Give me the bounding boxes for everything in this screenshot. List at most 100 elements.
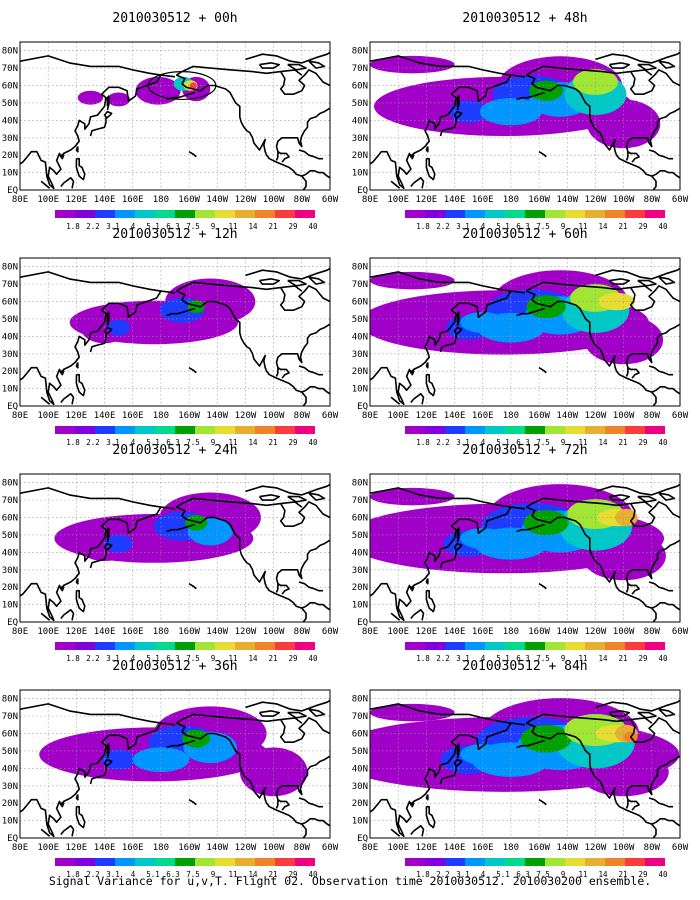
lat-label: 30N — [2, 782, 18, 792]
colorbar-swatch — [75, 642, 95, 650]
lat-label: 20N — [352, 151, 368, 161]
map-frame — [369, 257, 681, 407]
lon-label: 140E — [444, 195, 466, 205]
colorbar: 1.8 2.2 3.1 4 5.1 6.3 7.5 9 11 14 21 29 40 — [405, 858, 668, 879]
colorbar-swatch — [545, 210, 565, 218]
lon-label: 140E — [94, 411, 116, 421]
variance-field — [20, 474, 330, 622]
map-frame — [19, 473, 331, 623]
colorbar-label: 1.8 — [66, 222, 80, 231]
colorbar-swatch — [55, 210, 75, 218]
lat-label: 30N — [2, 350, 18, 360]
colorbar-swatch — [295, 858, 315, 866]
panel-title: 2010030512 + 12h — [112, 227, 237, 242]
colorbar-label: 6.3 — [516, 222, 530, 231]
lon-label: 80E — [362, 843, 378, 853]
colorbar-label: 7.5 — [186, 222, 200, 231]
colorbar-label: 40 — [308, 222, 318, 231]
colorbar-label: 4 — [131, 438, 136, 447]
variance-contour — [370, 487, 455, 506]
variance-field — [20, 690, 330, 838]
lon-label: 160E — [472, 411, 494, 421]
colorbar-label: 7.5 — [536, 222, 550, 231]
lon-label: 80E — [12, 843, 28, 853]
colorbar-label: 40 — [308, 870, 318, 879]
variance-contour — [132, 747, 190, 773]
lat-label: 20N — [2, 151, 18, 161]
colorbar-swatch — [585, 210, 605, 218]
lon-label: 180 — [153, 627, 169, 637]
lat-label: EQ — [357, 834, 368, 844]
colorbar-swatch — [195, 210, 215, 218]
colorbar-swatch — [235, 642, 255, 650]
colorbar-label: 14 — [248, 654, 258, 663]
lat-label: 40N — [2, 764, 18, 774]
colorbar-swatch — [425, 426, 445, 434]
lon-label: 100W — [263, 195, 285, 205]
lon-label: 120E — [416, 627, 438, 637]
lat-label: 20N — [352, 799, 368, 809]
colorbar-swatch — [525, 642, 545, 650]
lat-label: 30N — [352, 782, 368, 792]
colorbar-label: 7.5 — [186, 438, 200, 447]
colorbar-swatch — [135, 642, 155, 650]
lat-label: 40N — [2, 332, 18, 342]
colorbar-label: 40 — [308, 654, 318, 663]
colorbar-swatch — [485, 858, 505, 866]
lon-label: 160E — [122, 627, 144, 637]
lat-label: 70N — [2, 64, 18, 74]
colorbar-swatch — [485, 642, 505, 650]
colorbar-label: 6.3 — [166, 654, 180, 663]
panel-title: 2010030512 + 24h — [112, 443, 237, 458]
lat-label: 10N — [2, 169, 18, 179]
panel-title: 2010030512 + 48h — [462, 11, 587, 26]
variance-field — [370, 474, 680, 622]
coastline — [20, 267, 330, 406]
map-frame — [19, 257, 331, 407]
lon-label: 140E — [94, 843, 116, 853]
colorbar-swatch — [215, 210, 235, 218]
colorbar-swatch — [445, 210, 465, 218]
lat-label: 70N — [2, 712, 18, 722]
lon-label: 140E — [94, 627, 116, 637]
lon-label: 120E — [416, 843, 438, 853]
map-panel: 2010030512 + 24h 80N 70N 60N 50N 40N 30N 20N 10N… — [2, 443, 339, 663]
colorbar-label: 6.3 — [166, 870, 180, 879]
colorbar-swatch — [465, 426, 485, 434]
lon-label: 180 — [153, 411, 169, 421]
colorbar-swatch — [425, 642, 445, 650]
colorbar-swatch — [55, 858, 75, 866]
colorbar: 1.8 2.2 3.1 4 5.1 6.3 7.5 9 11 14 21 29 40 — [405, 426, 668, 447]
colorbar-label: 29 — [638, 222, 647, 231]
lat-label: 10N — [352, 385, 368, 395]
lon-label: 60W — [672, 627, 689, 637]
colorbar-label: 5.1 — [146, 654, 160, 663]
lon-label: 160W — [178, 195, 200, 205]
lon-label: 120E — [66, 627, 88, 637]
lat-label: 70N — [352, 64, 368, 74]
map-panel: 2010030512 + 36h 80N 70N 60N 50N 40N 30N 20N 10N… — [2, 659, 339, 879]
colorbar-label: 21 — [268, 870, 277, 879]
colorbar-swatch — [255, 642, 275, 650]
colorbar-swatch — [605, 858, 625, 866]
lat-label: EQ — [357, 618, 368, 628]
colorbar-swatch — [465, 210, 485, 218]
colorbar-label: 21 — [618, 438, 627, 447]
colorbar-label: 11 — [228, 222, 237, 231]
lon-label: 100E — [37, 195, 59, 205]
lon-label: 160W — [528, 195, 550, 205]
colorbar-swatch — [425, 210, 445, 218]
colorbar-label: 3.1 — [106, 870, 120, 879]
colorbar: 1.8 2.2 3.1 4 5.1 6.3 7.5 9 11 14 21 29 40 — [55, 642, 318, 663]
lat-label: 50N — [2, 99, 18, 109]
lon-label: 80E — [362, 627, 378, 637]
colorbar-swatch — [545, 642, 565, 650]
lat-label: EQ — [357, 186, 368, 196]
lat-label: 60N — [2, 514, 18, 524]
colorbar-swatch — [55, 426, 75, 434]
colorbar-label: 9 — [211, 222, 216, 231]
colorbar-swatch — [115, 642, 135, 650]
lon-label: 100E — [387, 843, 409, 853]
lat-label: 60N — [352, 298, 368, 308]
